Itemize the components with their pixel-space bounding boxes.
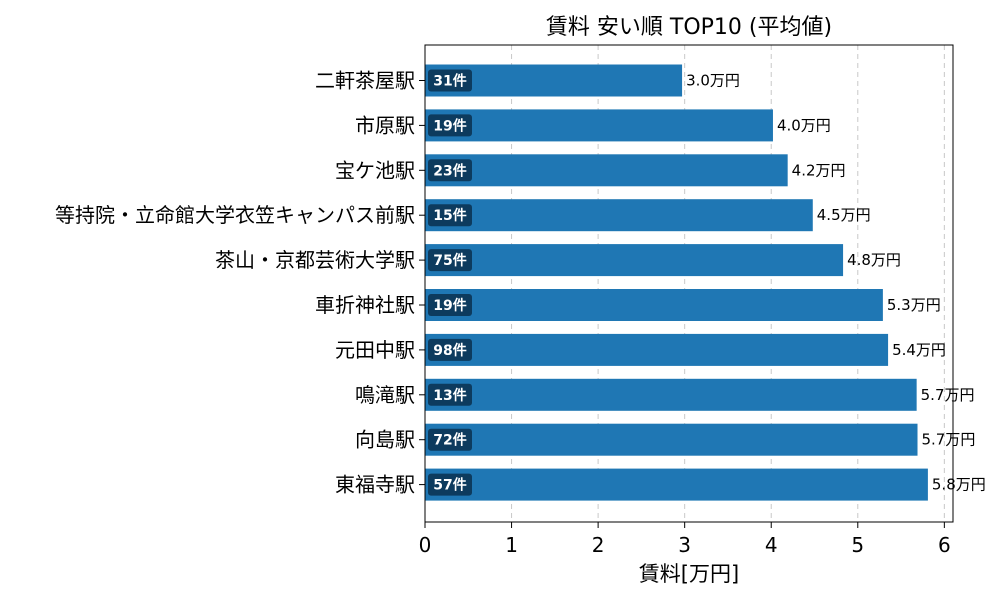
count-badge	[428, 249, 472, 272]
x-tick-label: 3	[678, 533, 691, 557]
plot-frame	[424, 44, 954, 523]
category-label: 二軒茶屋駅	[315, 69, 415, 93]
count-label: 13件	[433, 387, 466, 404]
bar	[425, 468, 928, 501]
count-badge	[428, 383, 472, 406]
value-label: 4.8万円	[847, 251, 901, 269]
count-label: 23件	[433, 162, 466, 179]
value-label: 5.7万円	[921, 386, 975, 404]
count-label: 19件	[433, 117, 466, 134]
count-badge	[428, 69, 472, 92]
category-label: 向島駅	[355, 428, 415, 452]
x-axis-label: 賃料[万円]	[639, 562, 739, 586]
count-badge	[428, 294, 472, 316]
bars: 31件 3.0万円 19件 4.0万円 23件 4.2万円 15件 4.5万円 75件 4.8万円…	[425, 64, 986, 501]
category-label: 市原駅	[355, 113, 415, 137]
value-label: 5.4万円	[892, 341, 946, 359]
count-label: 98件	[433, 342, 466, 359]
category-labels: 二軒茶屋駅市原駅宝ケ池駅等持院・立命館大学衣笠キャンパス前駅茶山・京都芸術大学駅…	[55, 69, 425, 497]
category-label: 東福寺駅	[335, 473, 415, 497]
x-tick-label: 0	[419, 533, 432, 557]
count-label: 31件	[433, 73, 466, 90]
count-badge	[428, 428, 472, 451]
count-badge	[428, 338, 472, 361]
count-label: 72件	[433, 432, 466, 449]
x-tick-label: 5	[851, 533, 864, 557]
category-label: 鳴滝駅	[355, 383, 415, 407]
value-label: 4.0万円	[777, 116, 831, 134]
bar	[425, 378, 917, 411]
x-tick-label: 2	[592, 533, 605, 557]
count-label: 19件	[433, 297, 466, 314]
bar	[425, 423, 918, 456]
chart-title: 賃料 安い順 TOP10 (平均値)	[546, 15, 832, 40]
count-label: 15件	[433, 207, 466, 224]
count-label: 57件	[433, 477, 466, 494]
category-label: 車折神社駅	[315, 293, 415, 317]
x-tick-label: 4	[765, 533, 778, 557]
category-label: 元田中駅	[335, 338, 415, 362]
x-tick-label: 6	[938, 533, 951, 557]
bar	[425, 244, 844, 277]
value-label: 5.7万円	[922, 431, 976, 449]
value-label: 4.2万円	[792, 161, 846, 179]
count-label: 75件	[433, 252, 466, 269]
value-label: 5.3万円	[887, 296, 941, 314]
category-label: 宝ケ池駅	[335, 158, 415, 182]
x-tick-label: 1	[505, 533, 518, 557]
value-label: 4.5万円	[817, 206, 871, 224]
count-badge	[428, 159, 472, 182]
bar	[425, 109, 773, 142]
bar	[425, 289, 883, 321]
count-badge	[428, 473, 472, 496]
bar	[425, 154, 788, 187]
count-badge	[428, 114, 472, 137]
value-label: 5.8万円	[932, 476, 986, 494]
bar	[425, 333, 889, 366]
bar	[425, 199, 813, 232]
category-label: 茶山・京都芸術大学駅	[215, 248, 415, 272]
x-axis-ticks: 0 1 2 3 4 5 6	[419, 522, 951, 557]
category-label: 等持院・立命館大学衣笠キャンパス前駅	[55, 203, 415, 227]
count-badge	[428, 204, 472, 227]
value-label: 3.0万円	[686, 72, 740, 90]
